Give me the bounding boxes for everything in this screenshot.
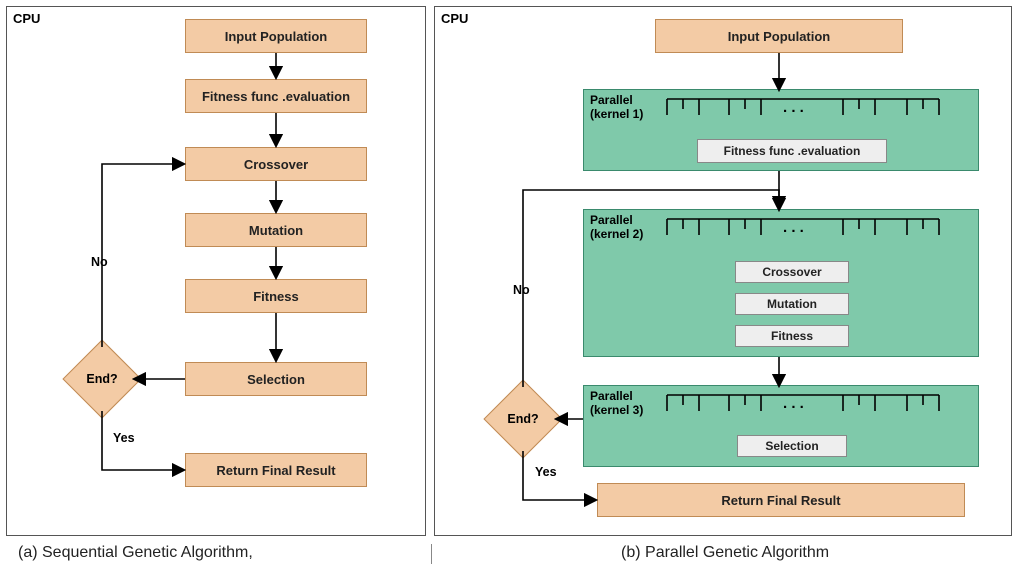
node-input: Input Population — [655, 19, 903, 53]
caption-left: (a) Sequential Genetic Algorithm, — [6, 544, 431, 564]
decision-end: End? — [74, 351, 130, 407]
cpu-label: CPU — [441, 11, 468, 26]
node-mutation: Mutation — [185, 213, 367, 247]
kernel-label: Parallel(kernel 1) — [590, 94, 643, 122]
node-input: Input Population — [185, 19, 367, 53]
node-fitness: Fitness — [185, 279, 367, 313]
diagram-container: CPU Input Population Fitness func .evalu… — [0, 0, 1024, 542]
mini-mutation: Mutation — [735, 293, 849, 315]
mini-selection: Selection — [737, 435, 847, 457]
ellipsis: . . . — [783, 219, 804, 236]
panel-sequential: CPU Input Population Fitness func .evalu… — [6, 6, 426, 536]
label-yes: Yes — [113, 431, 135, 445]
node-return: Return Final Result — [597, 483, 965, 517]
label-yes: Yes — [535, 465, 557, 479]
mini-fitfunc: Fitness func .evaluation — [697, 139, 887, 163]
caption-right: (b) Parallel Genetic Algorithm — [432, 544, 1018, 564]
decision-label: End? — [495, 391, 551, 447]
panel-parallel: CPU Input Population Return Final Result… — [434, 6, 1012, 536]
decision-label: End? — [74, 351, 130, 407]
node-fitfunc: Fitness func .evaluation — [185, 79, 367, 113]
node-crossover: Crossover — [185, 147, 367, 181]
cpu-label: CPU — [13, 11, 40, 26]
node-selection: Selection — [185, 362, 367, 396]
label-no: No — [513, 283, 530, 297]
label-no: No — [91, 255, 108, 269]
ellipsis: . . . — [783, 99, 804, 116]
decision-end: End? — [495, 391, 551, 447]
ellipsis: . . . — [783, 395, 804, 412]
kernel-label: Parallel(kernel 2) — [590, 214, 643, 242]
node-return: Return Final Result — [185, 453, 367, 487]
captions: (a) Sequential Genetic Algorithm, (b) Pa… — [0, 542, 1024, 566]
mini-fitness: Fitness — [735, 325, 849, 347]
kernel-label: Parallel(kernel 3) — [590, 390, 643, 418]
mini-crossover: Crossover — [735, 261, 849, 283]
